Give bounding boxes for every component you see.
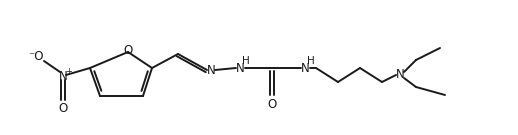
Text: N: N	[236, 62, 244, 75]
Text: O: O	[267, 99, 277, 112]
Text: ⁻O: ⁻O	[28, 50, 44, 63]
Text: N: N	[300, 62, 309, 75]
Text: N: N	[207, 65, 215, 77]
Text: N: N	[396, 68, 405, 82]
Text: H: H	[242, 56, 250, 66]
Text: O: O	[59, 102, 68, 116]
Text: O: O	[123, 45, 133, 58]
Text: N: N	[59, 70, 67, 82]
Text: H: H	[307, 56, 315, 66]
Text: +: +	[66, 67, 73, 75]
